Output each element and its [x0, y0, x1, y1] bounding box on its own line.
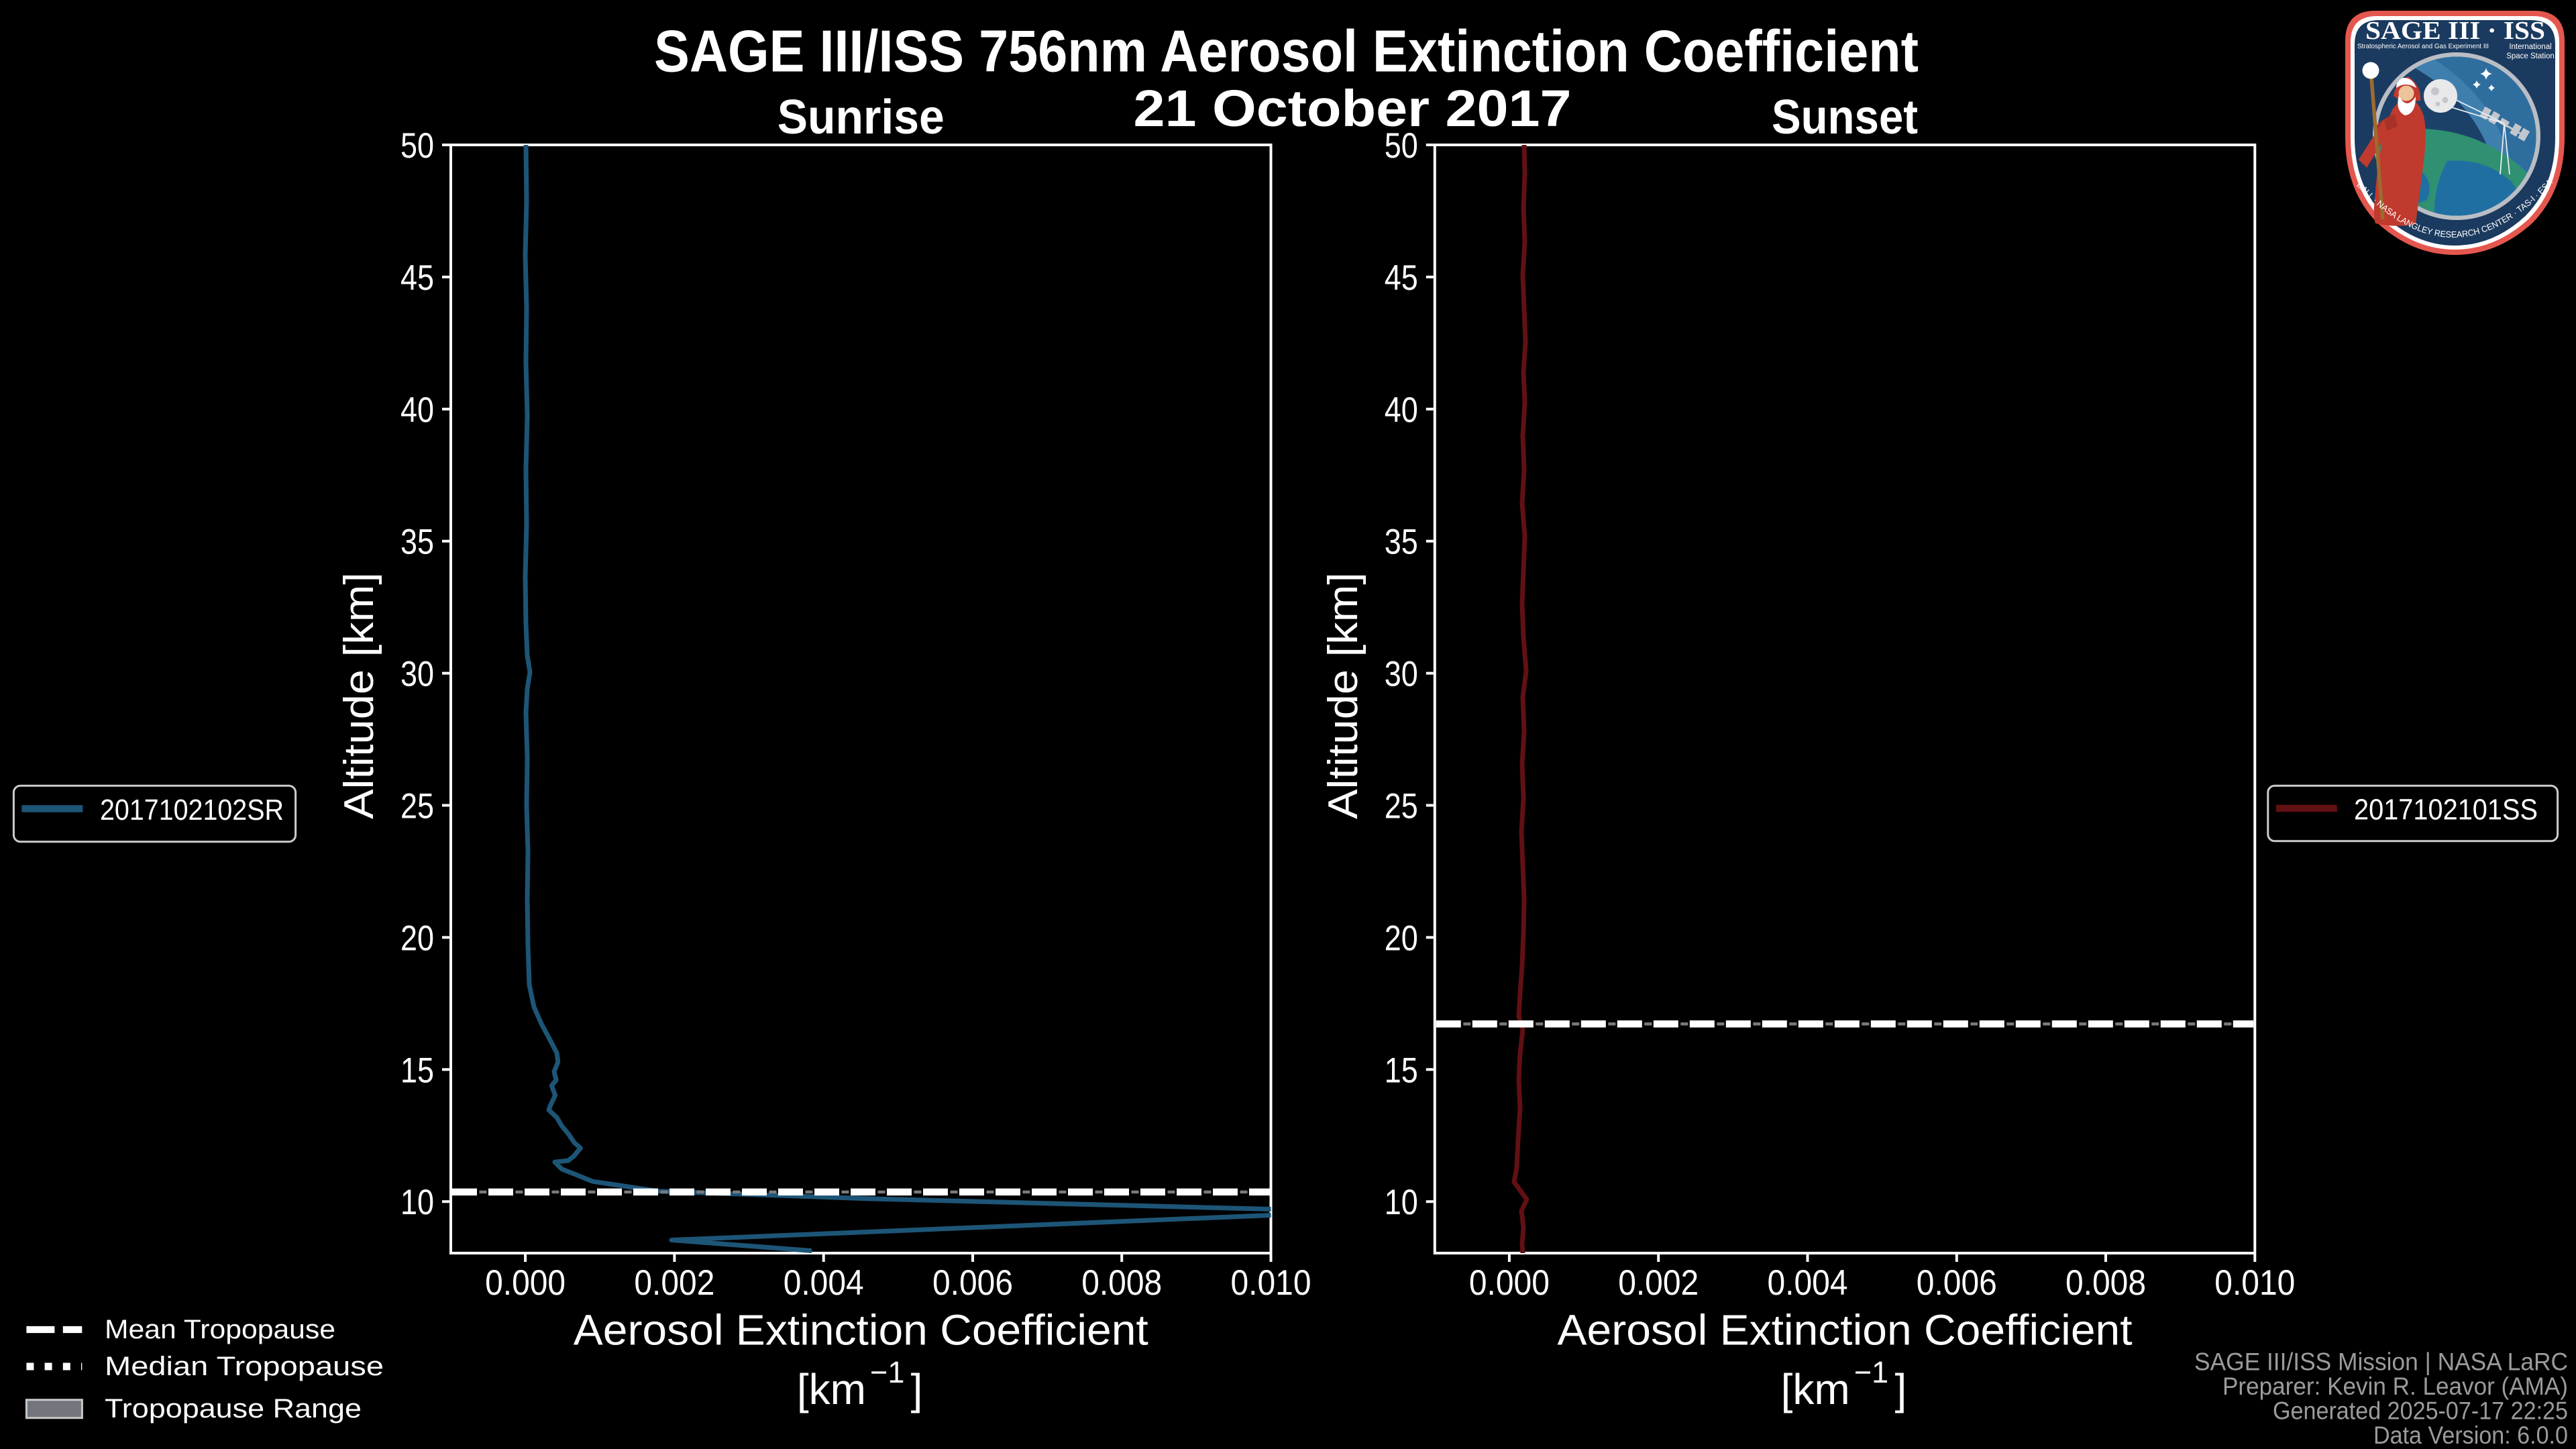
svg-text:30: 30 [400, 655, 434, 694]
svg-text:35: 35 [1385, 523, 1418, 562]
svg-text:25: 25 [400, 787, 434, 826]
svg-text:SAGE III/ISS Mission | NASA La: SAGE III/ISS Mission | NASA LaRC [2194, 1348, 2568, 1375]
svg-text:0.006: 0.006 [932, 1263, 1013, 1303]
svg-text:15: 15 [400, 1051, 434, 1090]
svg-text:Sunrise: Sunrise [777, 91, 945, 144]
svg-text:Aerosol Extinction Coefficient: Aerosol Extinction Coefficient [1558, 1306, 2133, 1354]
svg-text:Median Tropopause: Median Tropopause [105, 1352, 384, 1381]
svg-text:40: 40 [400, 390, 434, 430]
svg-text:Data Version: 6.0.0: Data Version: 6.0.0 [2373, 1421, 2568, 1449]
svg-text:15: 15 [1385, 1051, 1418, 1090]
svg-text:International: International [2509, 43, 2551, 51]
svg-text:0.004: 0.004 [1768, 1263, 1848, 1303]
svg-text:[km: [km [1781, 1365, 1850, 1413]
svg-text:Space Station: Space Station [2506, 52, 2555, 60]
svg-text:21 October 2017: 21 October 2017 [1134, 80, 1572, 138]
svg-text:Preparer: Kevin R. Leavor (AMA: Preparer: Kevin R. Leavor (AMA) [2222, 1373, 2568, 1400]
svg-text:SAGE III · ISS: SAGE III · ISS [2365, 17, 2545, 45]
svg-text:0.000: 0.000 [1469, 1263, 1550, 1303]
svg-text:]: ] [1894, 1365, 1907, 1413]
svg-text:Generated 2025-07-17 22:25: Generated 2025-07-17 22:25 [2273, 1397, 2568, 1424]
svg-text:Mean Tropopause: Mean Tropopause [105, 1315, 335, 1344]
svg-text:]: ] [911, 1365, 923, 1413]
svg-text:0.010: 0.010 [1231, 1263, 1311, 1303]
svg-text:20: 20 [400, 918, 434, 958]
svg-text:0.006: 0.006 [1917, 1263, 1997, 1303]
svg-text:20: 20 [1385, 918, 1418, 958]
svg-text:50: 50 [1385, 126, 1418, 166]
svg-text:0.004: 0.004 [784, 1263, 864, 1303]
svg-text:0.002: 0.002 [634, 1263, 714, 1303]
svg-text:−1: −1 [870, 1355, 904, 1389]
svg-text:35: 35 [400, 523, 434, 562]
svg-text:2017102101SS: 2017102101SS [2354, 793, 2538, 826]
svg-text:10: 10 [1385, 1183, 1418, 1222]
svg-text:Altitude [km]: Altitude [km] [1320, 572, 1366, 819]
svg-text:SAGE III/ISS 756nm Aerosol Ext: SAGE III/ISS 756nm Aerosol Extinction Co… [654, 18, 1919, 85]
svg-text:0.002: 0.002 [1618, 1263, 1699, 1303]
svg-text:0.010: 0.010 [2214, 1263, 2295, 1303]
svg-text:0.008: 0.008 [1081, 1263, 1162, 1303]
svg-text:30: 30 [1385, 655, 1418, 694]
svg-text:45: 45 [1385, 258, 1418, 298]
svg-text:Stratospheric Aerosol and Gas: Stratospheric Aerosol and Gas Experiment… [2357, 42, 2489, 50]
svg-text:45: 45 [400, 258, 434, 298]
svg-text:−1: −1 [1854, 1355, 1888, 1389]
svg-text:0.000: 0.000 [485, 1263, 566, 1303]
svg-text:Aerosol Extinction Coefficient: Aerosol Extinction Coefficient [574, 1306, 1148, 1354]
svg-text:40: 40 [1385, 390, 1418, 430]
svg-text:25: 25 [1385, 787, 1418, 826]
svg-text:2017102102SR: 2017102102SR [100, 794, 284, 826]
svg-text:[km: [km [797, 1365, 866, 1413]
svg-text:50: 50 [400, 126, 434, 166]
svg-text:0.008: 0.008 [2065, 1263, 2146, 1303]
svg-text:Altitude [km]: Altitude [km] [336, 572, 382, 819]
svg-text:Tropopause Range: Tropopause Range [105, 1394, 362, 1424]
svg-text:Sunset: Sunset [1772, 91, 1918, 144]
svg-text:10: 10 [400, 1183, 434, 1222]
